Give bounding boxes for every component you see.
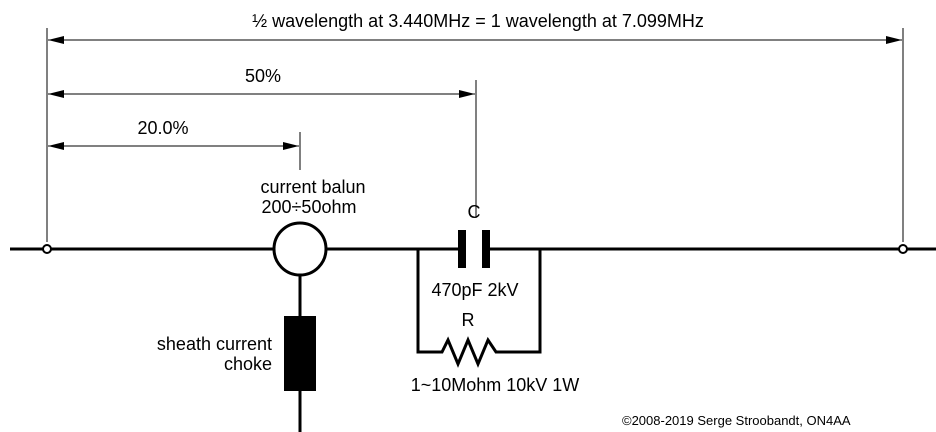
terminal [42, 244, 52, 254]
balun-label: current balun [260, 177, 365, 197]
capacitor-plate [458, 230, 466, 268]
choke [284, 316, 316, 391]
balun [272, 221, 328, 277]
copyright: ©2008-2019 Serge Stroobandt, ON4AA [622, 413, 851, 428]
balun-ratio: 200÷50ohm [262, 197, 357, 217]
capacitor-value: 470pF 2kV [431, 280, 518, 300]
terminal [898, 244, 908, 254]
dimension-label: 50% [245, 66, 281, 86]
choke-label: choke [224, 354, 272, 374]
dimension-label: 20.0% [137, 118, 188, 138]
title: ½ wavelength at 3.440MHz = 1 wavelength … [252, 11, 704, 31]
resistor-label: R [462, 310, 475, 330]
capacitor-label: C [468, 202, 481, 222]
resistor [416, 249, 542, 368]
capacitor-plate [482, 230, 490, 268]
resistor-value: 1~10Mohm 10kV 1W [411, 375, 580, 395]
choke-label: sheath current [157, 334, 272, 354]
